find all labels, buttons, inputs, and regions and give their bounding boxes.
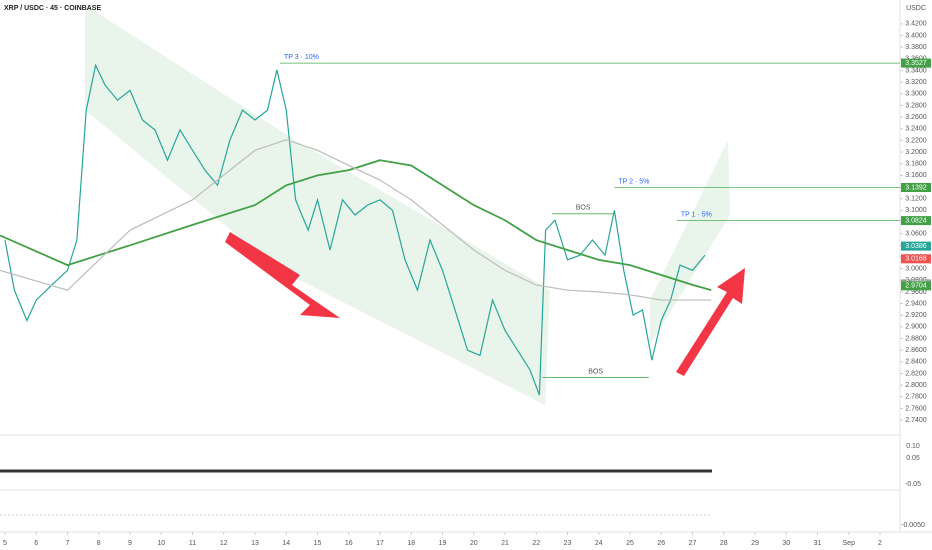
x-tick-label: Sep (843, 540, 856, 547)
y-tick-label: 3.1000 (905, 207, 927, 214)
arrow (225, 232, 340, 318)
y-tick-label: 3.3000 (905, 91, 927, 98)
x-tick-label: 19 (439, 540, 447, 547)
y-tick-label: 2.8200 (905, 370, 927, 377)
x-tick-label: 24 (595, 540, 603, 547)
y-tick-label: 2.9400 (905, 300, 927, 307)
price-label: 3.0824 (905, 217, 927, 224)
x-tick-label: 5 (3, 540, 7, 547)
annotation-label: BOS (588, 368, 603, 375)
x-tick-label: 31 (814, 540, 822, 547)
x-tick-label: 29 (751, 540, 759, 547)
x-tick-label: 2 (878, 540, 882, 547)
indicator-tick: 0.05 (906, 455, 920, 462)
y-tick-label: 3.3200 (905, 79, 927, 86)
y-tick-label: 3.2600 (905, 114, 927, 121)
x-tick-label: 28 (720, 540, 728, 547)
x-tick-label: 18 (407, 540, 415, 547)
price-line (0, 139, 712, 301)
x-tick-label: 11 (189, 540, 196, 547)
x-tick-label: 13 (251, 540, 259, 547)
channel (85, 5, 550, 405)
y-tick-label: 2.9000 (905, 324, 927, 331)
price-line (0, 159, 712, 292)
x-tick-label: 23 (564, 540, 572, 547)
x-tick-label: 30 (782, 540, 790, 547)
annotation-label: TP 1 · 5% (681, 211, 712, 218)
price-label: 3.0168 (905, 256, 927, 263)
price-label-bg (901, 241, 931, 251)
price-label: 3.3527 (905, 60, 927, 67)
annotation-label: TP 3 · 10% (284, 54, 319, 61)
x-tick-label: 22 (532, 540, 540, 547)
price-label: 3.1392 (905, 184, 927, 191)
y-tick-label: 3.2800 (905, 102, 927, 109)
price-label: 3.0386 (905, 243, 927, 250)
y-tick-label: 2.9600 (905, 289, 927, 296)
y-tick-label: 2.8600 (905, 347, 927, 354)
y-tick-label: 2.8800 (905, 335, 927, 342)
price-label-bg (901, 216, 931, 226)
y-tick-label: 3.2000 (905, 149, 927, 156)
y-tick-label: 3.0600 (905, 230, 927, 237)
annotation-label: TP 2 · 5% (618, 178, 649, 185)
y-tick-label: 2.7400 (905, 417, 927, 424)
x-tick-label: 27 (689, 540, 697, 547)
chart-title: XRP / USDC · 45 · COINBASE (4, 5, 101, 12)
x-tick-label: 26 (657, 540, 665, 547)
x-tick-label: 9 (128, 540, 132, 547)
x-tick-label: 12 (220, 540, 228, 547)
y-tick-label: 3.1600 (905, 172, 927, 179)
x-tick-label: 6 (34, 540, 38, 547)
y-tick-label: 3.3800 (905, 44, 927, 51)
price-label-bg (901, 182, 931, 192)
price-line (4, 63, 706, 396)
y-tick-label: 2.7800 (905, 394, 927, 401)
x-tick-label: 20 (470, 540, 478, 547)
price-label-bg (901, 58, 931, 68)
y-tick-label: 3.4000 (905, 32, 927, 39)
currency: USDC (906, 5, 926, 12)
annotation-label: BOS (576, 205, 591, 212)
price-label-bg (901, 281, 931, 291)
x-tick-label: 16 (345, 540, 353, 547)
x-tick-label: 21 (501, 540, 509, 547)
x-tick-label: 25 (626, 540, 634, 547)
x-tick-label: 15 (314, 540, 322, 547)
y-tick-label: 3.4200 (905, 21, 927, 28)
x-tick-label: 7 (66, 540, 70, 547)
y-tick-label: 3.1800 (905, 161, 927, 168)
x-tick-label: 17 (376, 540, 384, 547)
x-tick-label: 8 (97, 540, 101, 547)
x-tick-label: 10 (157, 540, 165, 547)
channel (650, 140, 730, 345)
y-tick-label: 2.8400 (905, 359, 927, 366)
price-label-bg (901, 254, 931, 264)
arrow (676, 268, 745, 376)
y-tick-label: 2.9200 (905, 312, 927, 319)
price-label: 2.9704 (905, 283, 927, 290)
indicator-tick: 0.10 (906, 443, 920, 450)
y-tick-label: 2.8000 (905, 382, 927, 389)
y-tick-label: 2.7600 (905, 405, 927, 412)
indicator-tick: -0.0050 (901, 522, 925, 529)
y-tick-label: 3.3400 (905, 67, 927, 74)
x-tick-label: 14 (282, 540, 290, 547)
y-tick-label: 3.2200 (905, 137, 927, 144)
indicator-tick: -0.05 (905, 481, 921, 488)
y-tick-label: 3.0000 (905, 265, 927, 272)
y-tick-label: 3.1200 (905, 196, 927, 203)
y-tick-label: 3.2400 (905, 126, 927, 133)
